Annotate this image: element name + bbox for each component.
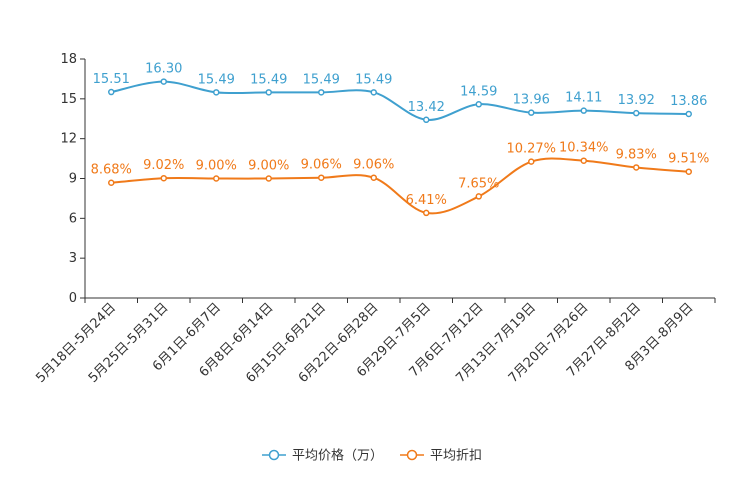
legend-item-discount[interactable]: 平均折扣: [400, 449, 482, 464]
y-tick-label: 15: [60, 92, 77, 107]
data-label: 9.06%: [301, 158, 342, 173]
data-label: 9.06%: [353, 158, 394, 173]
data-point: [580, 157, 587, 164]
y-tick-label: 9: [69, 172, 77, 187]
data-label: 7.65%: [458, 176, 499, 191]
legend-marker-icon: [268, 449, 280, 461]
series-price: 15.51 16.30 15.49 15.49 15.49 15.49 13.42 14.59…: [93, 62, 707, 124]
data-label: 13.42: [408, 100, 445, 115]
data-point: [685, 168, 692, 175]
data-label: 15.49: [355, 72, 392, 87]
data-label: 9.00%: [248, 159, 289, 174]
data-label: 14.59: [460, 84, 497, 99]
data-label: 14.11: [565, 91, 602, 106]
data-point: [423, 209, 430, 217]
data-point: [108, 88, 115, 96]
data-point: [685, 110, 692, 118]
data-label: 15.49: [250, 72, 287, 87]
data-label: 9.00%: [196, 159, 237, 174]
data-point: [633, 164, 640, 171]
data-label: 13.86: [670, 94, 707, 109]
data-label: 13.96: [513, 93, 550, 108]
y-tick-label: 0: [69, 291, 77, 306]
data-label: 8.68%: [91, 163, 132, 178]
data-point: [318, 174, 325, 181]
series-layer: 15.51 16.30 15.49 15.49 15.49 15.49 13.42 14.59…: [91, 62, 709, 217]
data-point: [475, 101, 482, 108]
data-label: 13.92: [618, 93, 655, 108]
data-label: 15.51: [93, 72, 130, 87]
data-point: [528, 158, 535, 165]
data-point: [213, 89, 220, 96]
legend-label: 平均折扣: [430, 449, 482, 464]
series-discount: 8.68% 9.02% 9.00% 9.00% 9.06% 9.06% 6.41% 7.65%…: [91, 141, 709, 217]
data-point: [265, 175, 272, 182]
data-label: 9.02%: [143, 158, 184, 173]
data-label: 9.83%: [616, 147, 657, 162]
data-label: 15.49: [303, 72, 340, 87]
data-point: [370, 89, 377, 96]
data-point: [160, 174, 167, 182]
y-tick-label: 3: [69, 251, 77, 266]
data-point: [633, 109, 640, 117]
legend[interactable]: 平均价格（万） 平均折扣: [262, 448, 482, 464]
data-label: 6.41%: [406, 193, 447, 208]
data-point: [580, 107, 587, 114]
data-label: 16.30: [145, 62, 182, 77]
axes: 03691215185月18日-5月24日5月25日-5月31日6月1日-6月7…: [33, 52, 716, 386]
y-tick-label: 6: [69, 211, 77, 226]
data-point: [213, 175, 220, 182]
series-line: [111, 80, 689, 121]
legend-marker-icon: [406, 449, 418, 461]
data-point: [423, 116, 430, 124]
data-point: [370, 174, 377, 181]
data-label: 10.34%: [559, 141, 609, 156]
data-label: 15.49: [198, 72, 235, 87]
data-point: [108, 179, 115, 186]
data-point: [265, 89, 272, 96]
data-point: [528, 109, 535, 116]
legend-label: 平均价格（万）: [292, 448, 383, 464]
data-label: 10.27%: [506, 142, 556, 157]
y-tick-label: 18: [60, 52, 77, 67]
data-point: [318, 89, 325, 96]
data-label: 9.51%: [668, 152, 709, 167]
legend-item-price[interactable]: 平均价格（万）: [262, 448, 383, 464]
y-tick-label: 12: [60, 132, 77, 147]
data-point: [475, 193, 482, 200]
data-point: [160, 78, 167, 85]
